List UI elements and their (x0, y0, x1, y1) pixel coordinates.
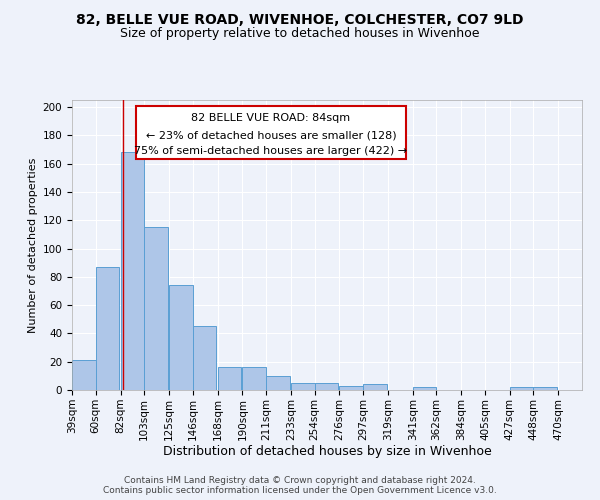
Text: Contains HM Land Registry data © Crown copyright and database right 2024.: Contains HM Land Registry data © Crown c… (124, 476, 476, 485)
Bar (533, 387, 557, 390)
Bar (363, 384, 387, 390)
Bar (266, 376, 290, 390)
Text: ← 23% of detached houses are smaller (128): ← 23% of detached houses are smaller (12… (146, 130, 396, 140)
Bar (314, 383, 338, 390)
Bar (144, 228, 168, 390)
Text: Size of property relative to detached houses in Wivenhoe: Size of property relative to detached ho… (120, 28, 480, 40)
Text: Contains public sector information licensed under the Open Government Licence v3: Contains public sector information licen… (103, 486, 497, 495)
Text: 82 BELLE VUE ROAD: 84sqm: 82 BELLE VUE ROAD: 84sqm (191, 114, 350, 124)
Bar (291, 383, 314, 390)
X-axis label: Distribution of detached houses by size in Wivenhoe: Distribution of detached houses by size … (163, 446, 491, 458)
Bar (242, 368, 266, 390)
Bar (121, 152, 144, 390)
Bar (218, 368, 241, 390)
Bar (72, 360, 95, 390)
Bar (510, 387, 533, 390)
Bar (340, 386, 363, 390)
Bar (413, 387, 436, 390)
Text: 82, BELLE VUE ROAD, WIVENHOE, COLCHESTER, CO7 9LD: 82, BELLE VUE ROAD, WIVENHOE, COLCHESTER… (76, 12, 524, 26)
Bar (95, 267, 119, 390)
Text: 75% of semi-detached houses are larger (422) →: 75% of semi-detached houses are larger (… (134, 146, 407, 156)
Y-axis label: Number of detached properties: Number of detached properties (28, 158, 38, 332)
FancyBboxPatch shape (136, 106, 406, 160)
Bar (193, 326, 217, 390)
Bar (169, 286, 193, 390)
